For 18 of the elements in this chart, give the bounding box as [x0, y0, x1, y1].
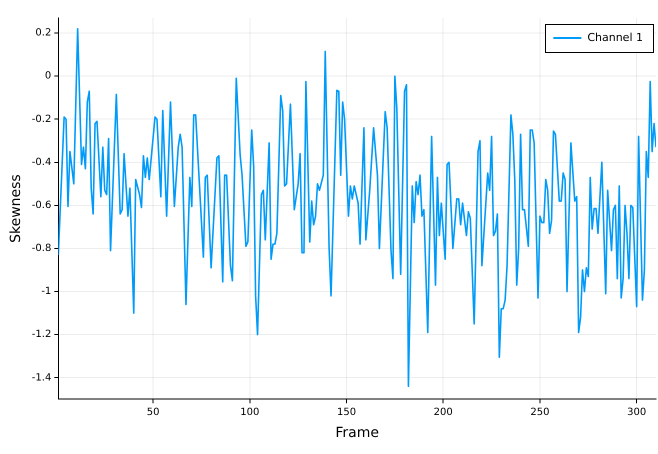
y-tick-label: -1.4: [32, 372, 52, 384]
y-tick-label: -0.4: [32, 156, 52, 168]
y-axis-title: Skewness: [8, 174, 24, 243]
x-tick-label: 50: [146, 406, 160, 418]
x-tick-label: 300: [627, 406, 646, 418]
x-tick-label: 100: [240, 406, 260, 418]
legend-label: Channel 1: [587, 30, 643, 44]
x-tick-label: 150: [336, 406, 356, 418]
x-tick-label: 250: [530, 406, 550, 418]
y-tick-label: 0.2: [35, 28, 52, 39]
y-tick-label: -0.6: [32, 200, 52, 211]
y-tick-label: 0: [44, 70, 52, 82]
y-tick-label: -0.2: [32, 114, 52, 125]
y-tick-label: -1: [41, 286, 52, 298]
y-tick-label: -1.2: [32, 329, 52, 340]
x-tick-label: 200: [434, 406, 453, 418]
x-axis-title: Frame: [335, 425, 379, 442]
y-tick-label: -0.8: [32, 243, 52, 254]
